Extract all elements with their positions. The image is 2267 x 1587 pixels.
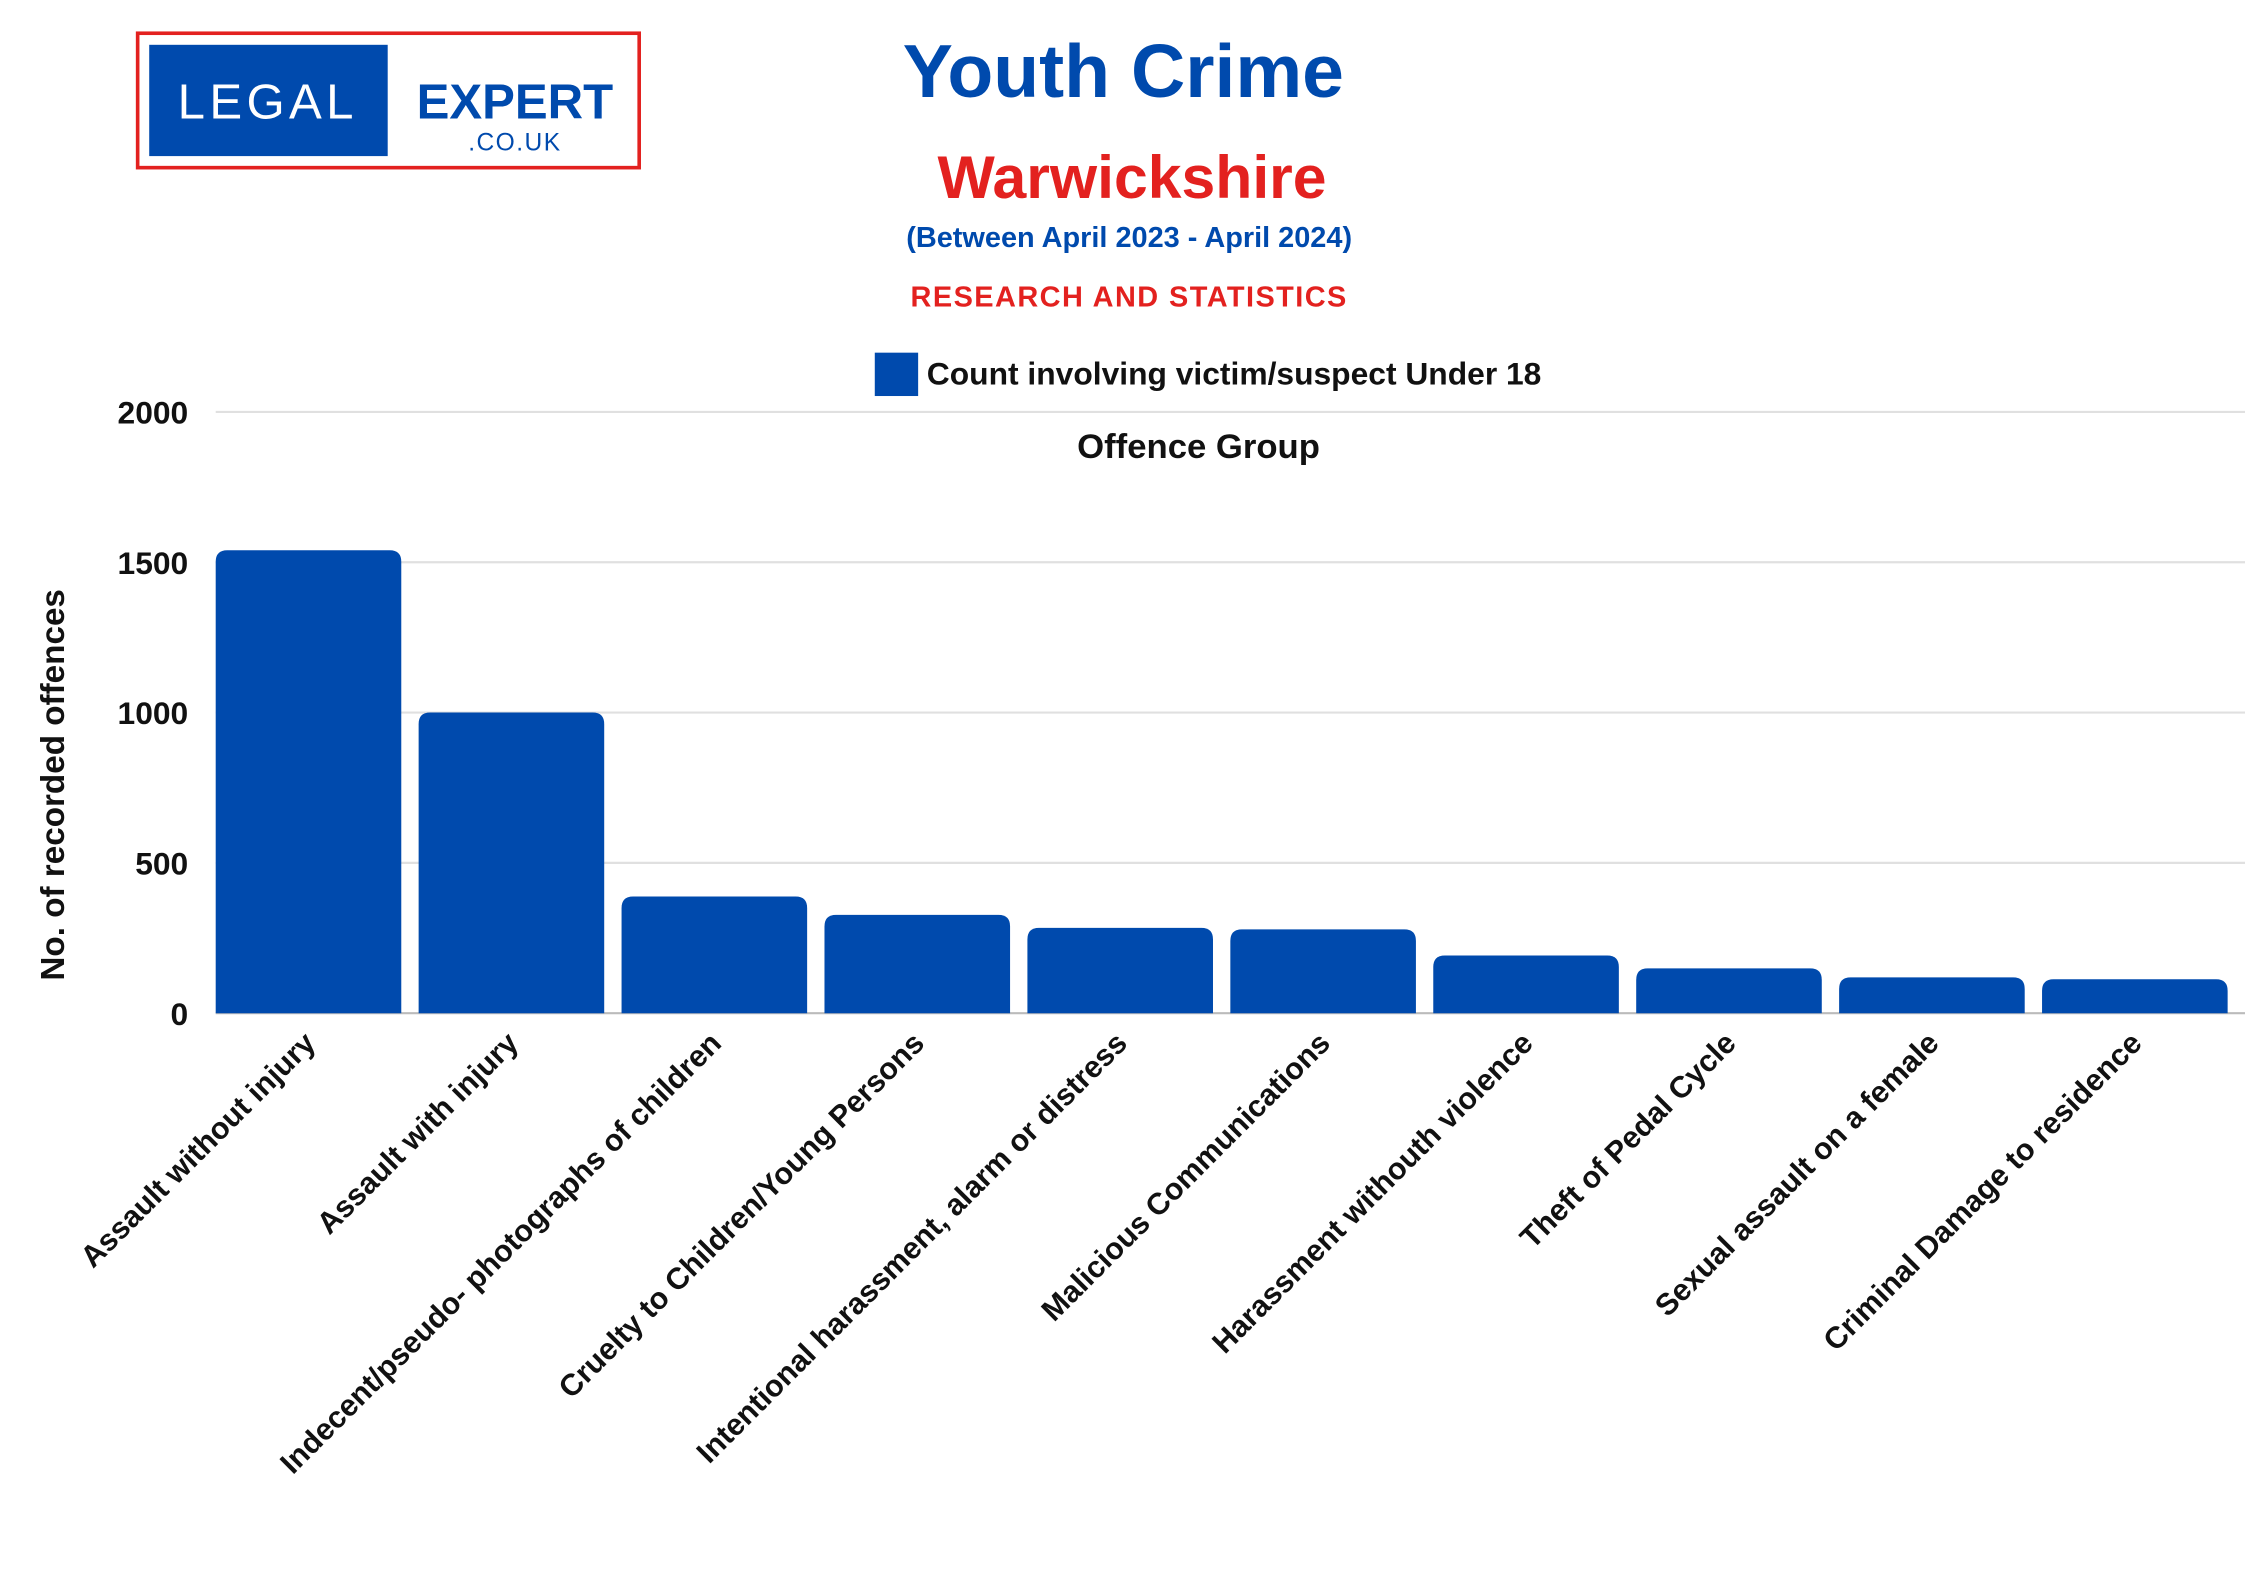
x-tick-label: Criminal Damage to residence [1817, 1027, 2148, 1358]
bar [1839, 977, 2025, 1014]
logo-left-text: LEGAL [178, 76, 358, 130]
x-tick-label: Assault without injury [75, 1027, 323, 1275]
period-subtitle: (Between April 2023 - April 2024) [906, 222, 1352, 254]
y-tick-label: 2000 [118, 394, 189, 430]
x-tick-label: Indecent/pseudo- photographs of children [274, 1027, 728, 1481]
x-tick-label: Intentional harassment, alarm or distres… [691, 1027, 1134, 1470]
bar [215, 550, 402, 1014]
x-tick-label: Harassment withouth violence [1206, 1027, 1539, 1360]
bar [1433, 955, 1619, 1014]
x-tick-label: Theft of Pedal Cycle [1514, 1027, 1742, 1255]
tagline: RESEARCH AND STATISTICS [911, 281, 1348, 313]
page-title: Youth Crime [903, 29, 1344, 113]
logo[interactable]: LEGAL EXPERT .CO.UK [135, 31, 641, 170]
bar [1636, 968, 1822, 1014]
x-tick-label: Cruelty to Children/Young Persons [553, 1027, 931, 1405]
y-tick-label: 1000 [118, 695, 189, 731]
chart-title: Offence Group [1077, 428, 1320, 466]
logo-blue-block [149, 44, 388, 157]
y-tick-label: 500 [135, 845, 188, 881]
logo-sub-text: .CO.UK [468, 129, 561, 156]
x-tick-label: Assault with injury [311, 1027, 525, 1241]
legend-label: Count involving victim/suspect Under 18 [927, 355, 1542, 391]
region-title: Warwickshire [938, 143, 1327, 211]
bar [824, 914, 1011, 1014]
legend-swatch [874, 352, 919, 397]
y-tick-label: 1500 [118, 545, 189, 581]
bar [1230, 929, 1416, 1014]
bar [621, 896, 808, 1014]
bar [2042, 979, 2228, 1014]
y-tick-label: 0 [171, 996, 189, 1032]
bar [418, 712, 605, 1014]
y-axis-label: No. of recorded offences [35, 589, 72, 981]
logo-right-text: EXPERT [417, 76, 614, 130]
legend: Count involving victim/suspect Under 18 [874, 352, 1542, 397]
bar [1027, 927, 1213, 1014]
